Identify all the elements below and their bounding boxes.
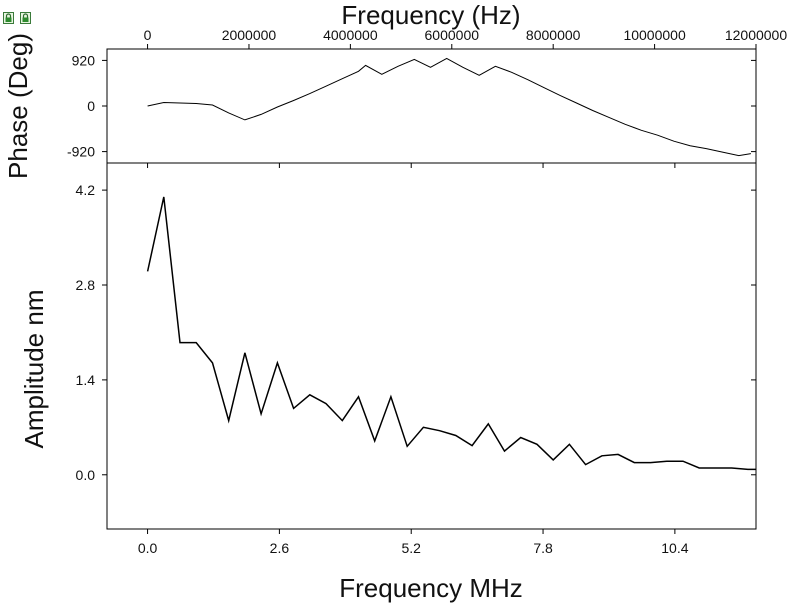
phase-x-tick-labels: 0 2000000 4000000 6000000 8000000 10000000 120… [144, 27, 788, 43]
amplitude-y-tick-label: 4.2 [76, 182, 96, 198]
phase-plot-frame [106, 48, 757, 164]
amplitude-x-tick-label: 10.4 [661, 540, 688, 556]
amplitude-y-tick-label: 0.0 [76, 467, 96, 483]
phase-axis-ticks [102, 44, 757, 153]
phase-x-tick-label: 2000000 [222, 27, 277, 43]
amplitude-x-tick-labels: 0.0 2.6 5.2 7.8 10.4 [138, 540, 689, 556]
amplitude-x-tick-label: 5.2 [401, 540, 421, 556]
amplitude-x-tick-label: 2.6 [270, 540, 290, 556]
phase-y-tick-labels: 920 0 -920 [67, 52, 95, 159]
phase-x-tick-label: 8000000 [526, 27, 581, 43]
lock-icon[interactable] [3, 11, 14, 24]
phase-y-tick-label: -920 [67, 144, 95, 160]
phase-series-line [147, 57, 751, 157]
amplitude-y-tick-label: 1.4 [76, 372, 96, 388]
lock-icon-graphic [20, 12, 31, 24]
amplitude-x-axis-title: Frequency MHz [339, 573, 523, 603]
phase-panel: 0 2000000 4000000 6000000 8000000 10000000 120… [67, 27, 788, 164]
amplitude-series-line [146, 196, 756, 471]
amplitude-panel: 0.0 2.6 5.2 7.8 10.4 0.0 1.4 2.8 4.2 [76, 162, 757, 556]
lock-icon[interactable] [20, 11, 31, 24]
phase-x-tick-label: 12000000 [725, 27, 788, 43]
amplitude-y-tick-labels: 0.0 1.4 2.8 4.2 [76, 182, 96, 483]
amplitude-x-tick-label: 0.0 [138, 540, 158, 556]
amplitude-x-tick-label: 7.8 [533, 540, 553, 556]
amplitude-y-tick-label: 2.8 [76, 277, 96, 293]
phase-x-tick-label: 4000000 [323, 27, 378, 43]
phase-x-tick-label: 6000000 [425, 27, 480, 43]
amplitude-axis-ticks [102, 163, 756, 534]
phase-y-tick-label: 920 [72, 52, 96, 68]
amplitude-y-axis-title: Amplitude nm [19, 290, 49, 449]
phase-x-tick-label: 10000000 [623, 27, 686, 43]
phase-y-tick-label: 0 [87, 98, 95, 114]
phase-y-axis-title: Phase (Deg) [3, 33, 33, 179]
amplitude-plot-frame [106, 162, 757, 530]
phase-x-tick-label: 0 [144, 27, 152, 43]
lock-icon-graphic [3, 12, 14, 24]
phase-x-axis-title: Frequency (Hz) [341, 0, 520, 30]
